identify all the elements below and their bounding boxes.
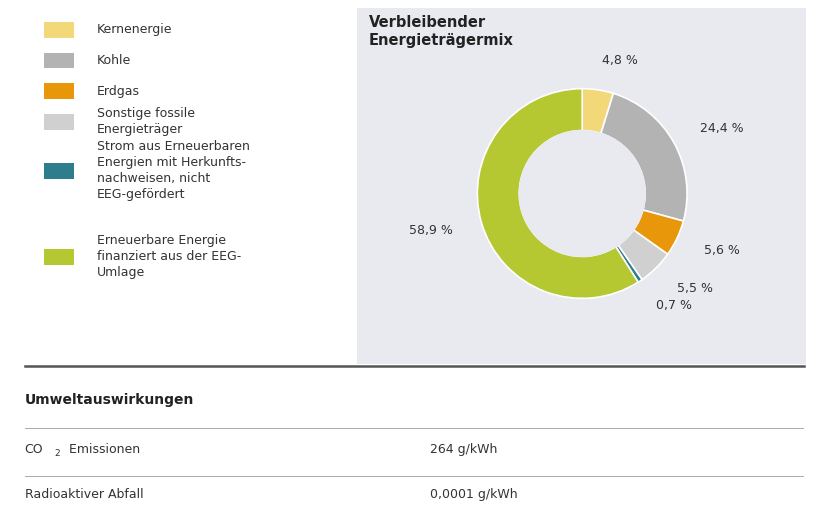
FancyBboxPatch shape bbox=[44, 22, 74, 38]
Text: Strom aus Erneuerbaren
Energien mit Herkunfts-
nachweisen, nicht
EEG-gefördert: Strom aus Erneuerbaren Energien mit Herk… bbox=[97, 140, 249, 201]
Text: 0,7 %: 0,7 % bbox=[655, 299, 691, 312]
Wedge shape bbox=[581, 89, 613, 134]
Text: 4,8 %: 4,8 % bbox=[602, 54, 637, 67]
Wedge shape bbox=[618, 230, 667, 280]
FancyBboxPatch shape bbox=[44, 163, 74, 179]
Text: 0,0001 g/kWh: 0,0001 g/kWh bbox=[429, 488, 517, 501]
Text: CO: CO bbox=[25, 443, 43, 456]
Text: Kohle: Kohle bbox=[97, 54, 131, 67]
FancyBboxPatch shape bbox=[44, 53, 74, 68]
Text: 24,4 %: 24,4 % bbox=[699, 122, 743, 136]
Text: Emissionen: Emissionen bbox=[65, 443, 140, 456]
Text: Erdgas: Erdgas bbox=[97, 85, 139, 98]
Text: Kernenergie: Kernenergie bbox=[97, 23, 172, 36]
Text: Verbleibender
Energieträgermix: Verbleibender Energieträgermix bbox=[369, 15, 514, 48]
Text: 2: 2 bbox=[54, 449, 60, 458]
Wedge shape bbox=[600, 93, 686, 221]
FancyBboxPatch shape bbox=[44, 249, 74, 265]
Text: Radioaktiver Abfall: Radioaktiver Abfall bbox=[25, 488, 143, 501]
Text: 264 g/kWh: 264 g/kWh bbox=[429, 443, 496, 456]
Wedge shape bbox=[477, 89, 637, 298]
Text: Umweltauswirkungen: Umweltauswirkungen bbox=[25, 393, 194, 407]
Wedge shape bbox=[615, 245, 641, 282]
FancyBboxPatch shape bbox=[44, 114, 74, 130]
Text: 5,5 %: 5,5 % bbox=[676, 282, 712, 296]
Text: 58,9 %: 58,9 % bbox=[409, 224, 453, 237]
Wedge shape bbox=[633, 210, 682, 254]
Text: Sonstige fossile
Energieträger: Sonstige fossile Energieträger bbox=[97, 107, 195, 136]
FancyBboxPatch shape bbox=[44, 83, 74, 99]
Text: 5,6 %: 5,6 % bbox=[703, 245, 739, 257]
Circle shape bbox=[518, 131, 645, 256]
Text: Erneuerbare Energie
finanziert aus der EEG-
Umlage: Erneuerbare Energie finanziert aus der E… bbox=[97, 234, 241, 280]
